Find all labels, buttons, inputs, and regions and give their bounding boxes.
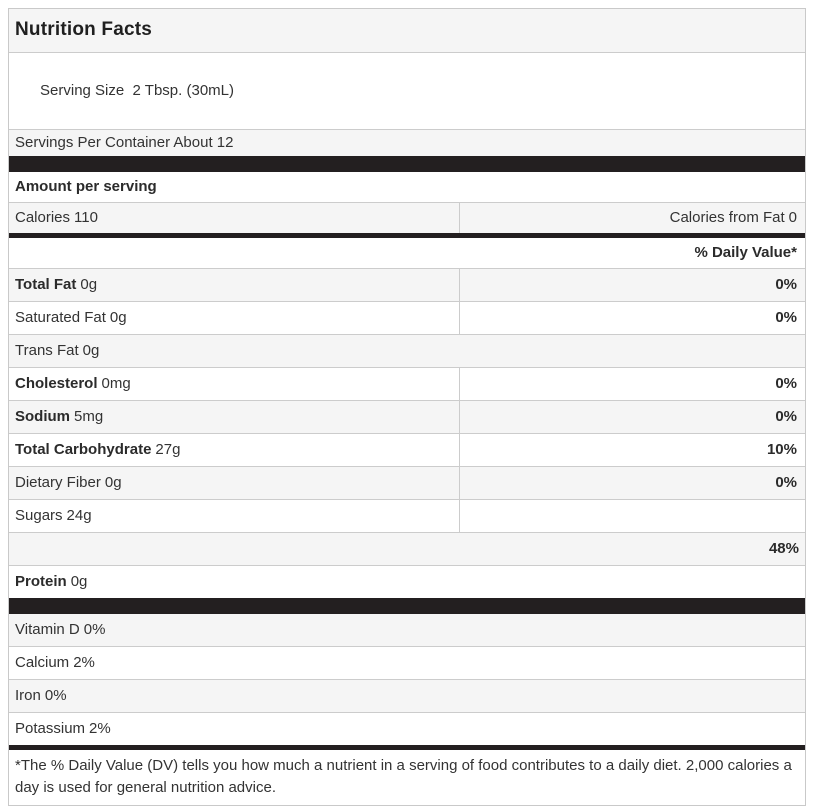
nutrient-amount: 27g	[155, 441, 181, 458]
calories-cell: Calories 110	[9, 203, 460, 233]
thin-divider-bar-calories	[9, 233, 805, 238]
micronutrient-value: 2%	[73, 654, 95, 671]
micronutrient-value: 0%	[83, 621, 106, 638]
micronutrient-value: 2%	[89, 720, 111, 737]
nutrient-amount: 0g	[80, 276, 98, 293]
nutrient-amount: 0g	[82, 342, 100, 359]
page-title: Nutrition Facts	[15, 19, 153, 40]
nutrient-row-sodium: Sodium 5mg 0%	[9, 400, 805, 433]
nutrient-name: Protein	[15, 573, 67, 590]
calories-from-fat-value: 0	[788, 209, 797, 226]
nutrient-name: Sodium	[15, 408, 70, 425]
nutrient-row-dietary-fiber: Dietary Fiber 0g 0%	[9, 466, 805, 499]
nutrient-percent: 0%	[775, 276, 797, 293]
calories-from-fat-cell: Calories from Fat 0	[460, 203, 805, 233]
nutrient-amount: 0g	[70, 573, 88, 590]
serving-size-text: Serving Size 2 Tbsp. (30mL)	[40, 82, 234, 99]
nutrient-amount: 0g	[104, 474, 122, 491]
nutrient-name: Cholesterol	[15, 375, 98, 392]
nutrient-name: Dietary Fiber	[15, 474, 101, 491]
nutrition-facts-label: Nutrition Facts Serving Size 2 Tbsp. (30…	[8, 8, 806, 806]
nutrient-row-total-fat: Total Fat 0g 0%	[9, 268, 805, 301]
nutrient-amount: 0g	[109, 309, 127, 326]
nutrient-amount: 0mg	[101, 375, 131, 392]
page: Nutrition Facts Serving Size 2 Tbsp. (30…	[8, 8, 806, 806]
micronutrient-name: Calcium	[15, 654, 70, 671]
amount-per-serving-text: Amount per serving	[15, 178, 157, 195]
nutrient-row-total-carbohydrate: Total Carbohydrate 27g 10%	[9, 433, 805, 466]
nutrient-percent: 48%	[768, 540, 799, 557]
nutrient-percent: 0%	[775, 309, 797, 326]
nutrient-amount: 5mg	[74, 408, 104, 425]
thin-divider-bar-footnote	[9, 745, 805, 750]
nutrient-percent: 0%	[775, 375, 797, 392]
daily-value-header-row: % Daily Value*	[9, 238, 805, 268]
calories-row: Calories 110 Calories from Fat 0	[9, 202, 805, 233]
micronutrient-value: 0%	[44, 687, 67, 704]
servings-per-container-text: Servings Per Container About 12	[15, 134, 234, 151]
micronutrient-row-potassium: Potassium 2%	[9, 712, 805, 745]
nutrient-row-cholesterol: Cholesterol 0mg 0%	[9, 367, 805, 400]
nutrient-name: Trans Fat	[15, 342, 79, 359]
calories-label: Calories	[15, 209, 71, 226]
micronutrient-row-vitamin-d: Vitamin D 0%	[9, 614, 805, 646]
nutrient-percent: 10%	[766, 441, 797, 458]
nutrient-name: Total Carbohydrate	[15, 441, 152, 458]
daily-value-header-text: % Daily Value*	[694, 244, 797, 261]
nutrient-row-saturated-fat: Saturated Fat 0g 0%	[9, 301, 805, 334]
nutrient-row-sugars: Sugars 24g	[9, 499, 805, 532]
thick-divider-bar-top	[9, 156, 805, 172]
sugars-daily-value-row: 48%	[9, 532, 805, 565]
nutrient-name: Saturated Fat	[15, 309, 106, 326]
label-title-row: Nutrition Facts	[9, 9, 805, 52]
nutrient-percent: 0%	[775, 474, 797, 491]
micronutrient-name: Iron	[15, 687, 41, 704]
nutrient-row-trans-fat: Trans Fat 0g	[9, 334, 805, 367]
servings-per-container-row: Servings Per Container About 12	[9, 129, 805, 156]
thick-divider-bar-bottom	[9, 598, 805, 614]
micronutrient-name: Vitamin D	[15, 621, 80, 638]
nutrient-row-protein: Protein 0g	[9, 565, 805, 598]
footnote: *The % Daily Value (DV) tells you how mu…	[9, 750, 805, 805]
nutrient-percent: 0%	[775, 408, 797, 425]
micronutrient-name: Potassium	[15, 720, 86, 737]
nutrient-amount: 24g	[66, 507, 92, 524]
amount-per-serving-row: Amount per serving	[9, 172, 805, 202]
micronutrient-row-iron: Iron 0%	[9, 679, 805, 712]
nutrient-name: Total Fat	[15, 276, 77, 293]
micronutrient-row-calcium: Calcium 2%	[9, 646, 805, 679]
serving-size-row: Serving Size 2 Tbsp. (30mL)	[9, 52, 805, 129]
calories-from-fat-label: Calories from Fat	[669, 209, 785, 226]
calories-value: 110	[74, 209, 98, 226]
nutrient-name: Sugars	[15, 507, 63, 524]
